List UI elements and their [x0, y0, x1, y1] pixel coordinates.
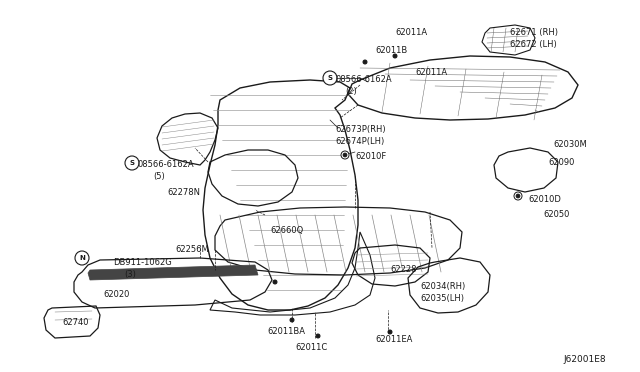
Text: S: S	[328, 75, 333, 81]
Text: N: N	[79, 255, 85, 261]
Text: 62020: 62020	[103, 290, 129, 299]
Circle shape	[75, 251, 89, 265]
Circle shape	[125, 156, 139, 170]
Text: 62011EA: 62011EA	[375, 335, 412, 344]
Text: (5): (5)	[153, 172, 164, 181]
Text: 62672 (LH): 62672 (LH)	[510, 40, 557, 49]
Circle shape	[323, 71, 337, 85]
Text: 62011B: 62011B	[375, 46, 407, 55]
Text: J62001E8: J62001E8	[563, 355, 605, 364]
Circle shape	[363, 60, 367, 64]
Circle shape	[388, 330, 392, 334]
Polygon shape	[88, 265, 258, 280]
Text: 08566-6162A: 08566-6162A	[335, 75, 392, 84]
Text: 62034(RH): 62034(RH)	[420, 282, 465, 291]
Text: 62035(LH): 62035(LH)	[420, 294, 464, 303]
Text: S: S	[129, 160, 134, 166]
Text: 62011BA: 62011BA	[267, 327, 305, 336]
Text: 62278N: 62278N	[167, 188, 200, 197]
Circle shape	[290, 318, 294, 322]
Circle shape	[343, 153, 347, 157]
Text: 62011A: 62011A	[415, 68, 447, 77]
Text: 62256M: 62256M	[175, 245, 209, 254]
Text: (3): (3)	[124, 270, 136, 279]
Text: 62671 (RH): 62671 (RH)	[510, 28, 558, 37]
Text: 62660Q: 62660Q	[270, 226, 303, 235]
Text: 62030M: 62030M	[553, 140, 587, 149]
Text: 08566-6162A: 08566-6162A	[138, 160, 195, 169]
Circle shape	[341, 151, 349, 159]
Circle shape	[273, 280, 277, 284]
Text: 62674P(LH): 62674P(LH)	[335, 137, 384, 146]
Text: 62228: 62228	[390, 265, 417, 274]
Circle shape	[393, 54, 397, 58]
Text: 62010F: 62010F	[355, 152, 387, 161]
Text: (2): (2)	[345, 87, 356, 96]
Circle shape	[514, 192, 522, 200]
Text: 62010D: 62010D	[528, 195, 561, 204]
Text: 62090: 62090	[548, 158, 574, 167]
Text: 62011A: 62011A	[395, 28, 427, 37]
Text: 62011C: 62011C	[295, 343, 327, 352]
Circle shape	[516, 194, 520, 198]
Text: DB911-1062G: DB911-1062G	[113, 258, 172, 267]
Text: 62050: 62050	[543, 210, 570, 219]
Text: 62740: 62740	[62, 318, 88, 327]
Circle shape	[316, 334, 320, 338]
Text: 62673P(RH): 62673P(RH)	[335, 125, 386, 134]
